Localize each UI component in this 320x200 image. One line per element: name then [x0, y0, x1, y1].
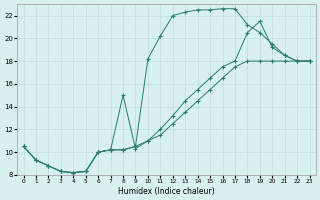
X-axis label: Humidex (Indice chaleur): Humidex (Indice chaleur) [118, 187, 215, 196]
